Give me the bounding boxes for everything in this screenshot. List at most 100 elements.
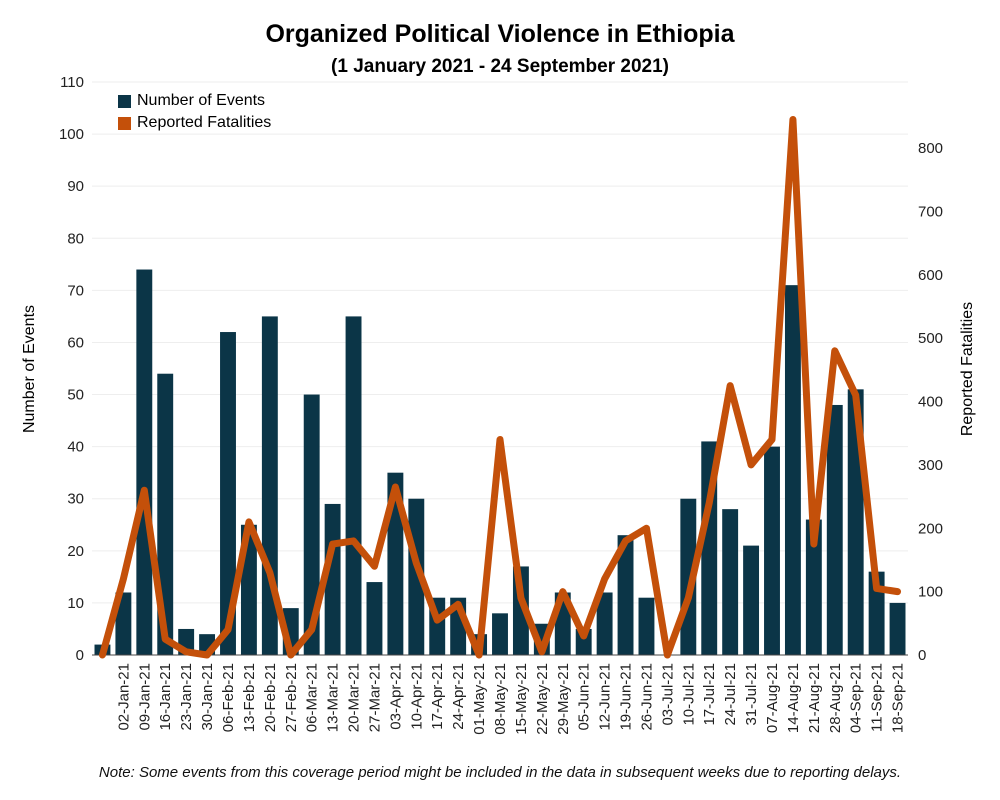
x-tick-label: 27-Feb-21	[283, 663, 300, 732]
line-point	[644, 526, 648, 530]
x-tick-label: 03-Jul-21	[659, 663, 676, 726]
legend-swatch-fatalities	[118, 116, 131, 130]
line-point	[205, 653, 209, 657]
line-point	[331, 542, 335, 546]
bar	[345, 316, 362, 655]
line-point	[456, 602, 460, 606]
line-point	[435, 618, 439, 622]
footnote: Note: Some events from this coverage per…	[98, 764, 902, 781]
x-tick-label: 20-Feb-21	[262, 663, 279, 732]
y-tick-label-left: 70	[67, 282, 84, 299]
bar	[596, 592, 613, 655]
x-tick-label: 15-May-21	[513, 663, 530, 735]
x-tick-label: 31-Jul-21	[743, 663, 760, 726]
y-tick-label-right: 200	[918, 520, 943, 537]
legend-item-events: Number of Events	[118, 90, 271, 112]
line-point	[477, 653, 481, 657]
line-point	[854, 393, 858, 397]
bar	[638, 597, 655, 655]
bar	[366, 582, 383, 655]
bar	[889, 602, 906, 655]
y-tick-label-right: 0	[918, 647, 926, 664]
y-tick-label-right: 600	[918, 267, 943, 284]
chart-title: Organized Political Violence in Ethiopia	[265, 20, 735, 48]
line-point	[100, 653, 104, 657]
bar	[743, 545, 760, 655]
bar	[492, 613, 508, 655]
y-tick-label-left: 80	[67, 230, 84, 247]
line-point	[686, 596, 690, 600]
bar	[136, 269, 153, 655]
line-point	[184, 650, 188, 654]
x-tick-label: 01-May-21	[471, 663, 488, 735]
legend-swatch-events	[118, 94, 131, 108]
x-tick-label: 29-May-21	[555, 663, 572, 735]
x-tick-label: 27-Mar-21	[366, 663, 383, 732]
bar	[157, 373, 174, 655]
x-tick-label: 24-Jul-21	[722, 663, 739, 726]
y-tick-label-left: 10	[67, 595, 84, 612]
x-tick-label: 10-Jul-21	[680, 663, 697, 726]
line-point	[519, 596, 523, 600]
bar	[784, 285, 801, 655]
x-tick-label: 14-Aug-21	[785, 663, 802, 733]
line-point	[372, 564, 376, 568]
x-tick-label: 24-Apr-21	[450, 663, 467, 730]
line-point	[247, 520, 251, 524]
y-axis-title-right: Reported Fatalities	[959, 301, 976, 437]
x-tick-label: 17-Jul-21	[701, 663, 718, 726]
x-tick-label: 04-Sep-21	[848, 663, 865, 733]
line-point	[665, 653, 669, 657]
line-point	[352, 539, 356, 543]
x-tick-label: 23-Jan-21	[178, 663, 195, 731]
y-tick-label-left: 60	[67, 334, 84, 351]
y-tick-label-left: 50	[67, 387, 84, 404]
y-tick-label-left: 110	[60, 74, 84, 91]
line-point	[896, 590, 900, 594]
y-tick-label-left: 100	[59, 126, 84, 143]
bar	[303, 394, 320, 655]
line-point	[121, 577, 125, 581]
y-tick-label-right: 500	[918, 330, 943, 347]
y-tick-label-left: 90	[67, 178, 84, 195]
x-tick-label: 10-Apr-21	[408, 663, 425, 730]
y-tick-label-right: 100	[918, 584, 943, 601]
legend-label-events: Number of Events	[137, 92, 266, 109]
x-tick-label: 11-Sep-21	[869, 663, 886, 732]
legend-item-fatalities: Reported Fatalities	[118, 112, 271, 134]
bar	[805, 519, 822, 655]
x-tick-label: 26-Jun-21	[638, 663, 655, 731]
y-axis-title-left: Number of Events	[21, 304, 38, 434]
y-tick-label-right: 800	[918, 140, 943, 157]
x-tick-label: 08-May-21	[492, 663, 509, 735]
legend: Number of Events Reported Fatalities	[118, 90, 271, 134]
x-tick-label: 09-Jan-21	[136, 663, 153, 731]
chart-subtitle: (1 January 2021 - 24 September 2021)	[331, 56, 669, 77]
bar	[764, 446, 780, 655]
line-point	[812, 542, 816, 546]
bar	[617, 535, 634, 655]
y-tick-label-left: 40	[67, 439, 84, 456]
bar	[220, 332, 236, 655]
line-point	[582, 634, 586, 638]
x-tick-label: 19-Jun-21	[618, 663, 635, 731]
x-tick-label: 28-Aug-21	[827, 663, 844, 733]
x-tick-label: 13-Mar-21	[325, 663, 342, 732]
legend-label-fatalities: Reported Fatalities	[137, 114, 272, 131]
line-point	[163, 637, 167, 641]
line-point	[707, 501, 711, 505]
line-point	[728, 384, 732, 388]
bar	[387, 472, 404, 655]
x-tick-label: 12-Jun-21	[597, 663, 614, 731]
line-point	[142, 488, 146, 492]
x-tick-label: 18-Sep-21	[890, 663, 907, 733]
line-point	[289, 653, 293, 657]
y-tick-label-right: 400	[918, 394, 943, 411]
y-tick-label-right: 300	[918, 457, 943, 474]
line-point	[791, 117, 795, 121]
line-point	[561, 590, 565, 594]
x-tick-label: 07-Aug-21	[764, 663, 781, 733]
bar	[722, 509, 739, 655]
line-point	[875, 586, 879, 590]
x-tick-label: 17-Apr-21	[429, 663, 446, 730]
